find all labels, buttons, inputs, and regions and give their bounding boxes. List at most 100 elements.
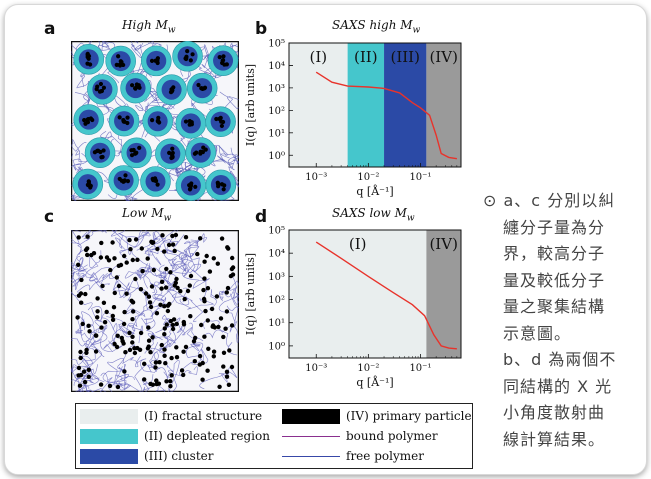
- primary-particle: [76, 293, 82, 298]
- polymer-chain: [71, 338, 105, 357]
- polymer-chain: [72, 248, 86, 272]
- primary-particle: [222, 183, 227, 188]
- primary-particle: [160, 233, 165, 238]
- primary-particle: [221, 364, 226, 369]
- primary-particle: [181, 372, 186, 378]
- legend-item-depleated: (II) depleated region: [80, 427, 270, 445]
- primary-particle: [230, 255, 235, 261]
- primary-particle: [155, 246, 160, 252]
- plot-frame: [288, 229, 462, 359]
- primary-particle: [162, 332, 167, 337]
- primary-particle: [148, 304, 154, 310]
- cluster: [87, 74, 118, 105]
- primary-particle: [206, 346, 211, 351]
- primary-particle: [224, 374, 230, 379]
- primary-particle: [85, 234, 90, 239]
- primary-particle: [142, 377, 147, 382]
- primary-particle: [146, 338, 152, 343]
- primary-particle: [167, 301, 172, 307]
- primary-particle: [164, 266, 169, 272]
- caption-line: 量及較低分子: [503, 270, 606, 290]
- primary-particle: [130, 334, 135, 339]
- primary-particle: [150, 335, 155, 340]
- primary-particle: [79, 277, 84, 283]
- primary-particle: [148, 350, 153, 355]
- primary-particle: [87, 329, 92, 334]
- legend-line: [282, 455, 340, 457]
- polymer-chain: [136, 358, 178, 392]
- primary-particle: [171, 317, 177, 322]
- primary-particle: [217, 116, 222, 121]
- primary-particle: [133, 86, 138, 91]
- primary-particle: [148, 381, 153, 387]
- panel-c-title: Low Mw: [122, 206, 172, 224]
- x-axis-label: q [Å⁻¹]: [356, 184, 393, 198]
- x-tick-label: 10⁻³: [305, 172, 327, 183]
- panel-a-label: a: [44, 19, 56, 39]
- polymer-chain: [71, 268, 88, 287]
- primary-particle: [139, 246, 144, 251]
- cluster: [105, 45, 137, 77]
- primary-particle: [112, 290, 117, 296]
- primary-particle: [185, 49, 190, 54]
- primary-particle: [217, 384, 222, 389]
- primary-particle: [128, 247, 133, 252]
- y-tick-label: 10⁰: [268, 341, 285, 352]
- primary-particle: [162, 347, 167, 352]
- primary-particle: [83, 247, 89, 253]
- primary-particle: [125, 120, 130, 126]
- caption-line: a、c 分別以糾: [503, 191, 616, 210]
- primary-particle: [198, 149, 203, 154]
- legend-label: (II) depleated region: [144, 429, 270, 443]
- primary-particle: [98, 149, 103, 155]
- primary-particle: [220, 60, 225, 66]
- primary-particle: [221, 350, 227, 355]
- cluster: [175, 170, 207, 201]
- legend-swatch: [80, 408, 138, 424]
- polymer-chain: [106, 316, 136, 338]
- primary-particle: [205, 286, 211, 291]
- primary-particle: [140, 268, 145, 274]
- primary-particle: [117, 115, 122, 120]
- primary-particle: [132, 350, 138, 356]
- legend: (I) fractal structure (IV) primary parti…: [75, 403, 473, 469]
- region-band: [426, 230, 461, 358]
- primary-particle: [86, 367, 91, 372]
- primary-particle: [95, 309, 100, 314]
- primary-particle: [221, 334, 226, 340]
- region-label: (II): [354, 48, 378, 66]
- legend-swatch: [282, 408, 340, 424]
- polymer-chain: [97, 131, 128, 154]
- cluster: [185, 137, 217, 168]
- primary-particle: [99, 325, 104, 330]
- primary-particle: [201, 296, 207, 302]
- primary-particle: [153, 360, 159, 365]
- panel-b-title: SAXS high Mw: [332, 18, 421, 36]
- primary-particle: [98, 81, 104, 87]
- primary-particle: [202, 259, 207, 264]
- region-band: [384, 43, 427, 167]
- x-tick-label: 10⁻¹: [409, 172, 431, 183]
- polymer-chain: [163, 251, 188, 270]
- primary-particle: [142, 361, 147, 366]
- saxs-curve: [315, 241, 457, 350]
- polymer-chain: [110, 230, 139, 247]
- y-tick-label: 10⁴: [268, 61, 285, 72]
- legend-label: (IV) primary particle: [346, 409, 472, 423]
- primary-particle: [175, 285, 180, 291]
- primary-particle: [116, 54, 121, 59]
- polymer-chain: [204, 325, 239, 343]
- primary-particle: [221, 54, 226, 59]
- region-label: (IV): [429, 235, 457, 253]
- primary-particle: [118, 262, 124, 268]
- primary-particle: [117, 62, 122, 67]
- primary-particle: [166, 242, 172, 248]
- primary-particle: [104, 309, 109, 315]
- primary-particle: [162, 326, 167, 331]
- polymer-chain: [107, 356, 141, 377]
- primary-particle: [131, 147, 136, 153]
- primary-particle: [100, 283, 105, 289]
- cluster: [140, 45, 172, 77]
- low-mw-schematic: [71, 230, 239, 392]
- primary-particle: [165, 308, 171, 314]
